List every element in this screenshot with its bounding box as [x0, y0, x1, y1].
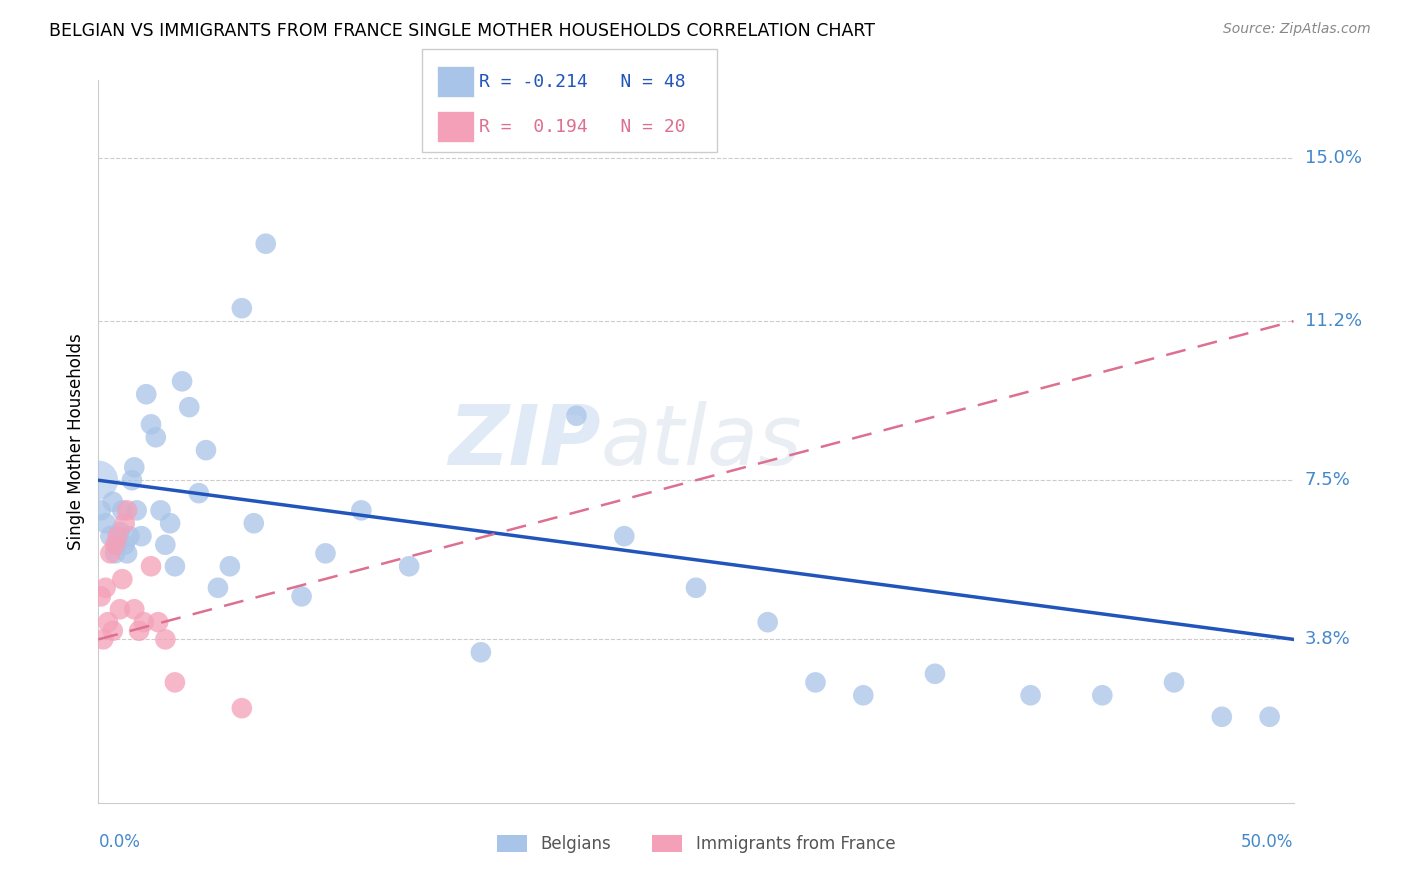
Point: [1258, 710, 1281, 724]
Point: [685, 581, 707, 595]
Point: [115, 546, 138, 560]
Point: [104, 538, 127, 552]
Point: [108, 602, 131, 616]
Point: [97, 615, 120, 630]
Point: [94, 516, 117, 531]
Point: [124, 460, 146, 475]
Point: [139, 559, 162, 574]
Point: [1091, 688, 1114, 702]
Point: [101, 494, 124, 508]
Point: [98, 546, 122, 560]
Point: [470, 645, 492, 659]
Point: [756, 615, 779, 630]
Point: [87, 473, 110, 487]
Text: 50.0%: 50.0%: [1241, 833, 1294, 851]
Point: [243, 516, 266, 531]
Point: [131, 529, 153, 543]
Point: [114, 516, 136, 531]
Point: [118, 529, 141, 543]
Point: [195, 443, 218, 458]
Point: [163, 559, 186, 574]
Point: [207, 581, 229, 595]
Point: [179, 400, 201, 414]
Point: [231, 301, 253, 316]
Legend: Belgians, Immigrants from France: Belgians, Immigrants from France: [489, 828, 903, 860]
Point: [128, 624, 150, 638]
Point: [148, 615, 170, 630]
Text: R = -0.214   N = 48: R = -0.214 N = 48: [479, 72, 686, 91]
Point: [155, 538, 177, 552]
Y-axis label: Single Mother Households: Single Mother Households: [66, 334, 84, 549]
Point: [1019, 688, 1042, 702]
Point: [159, 516, 181, 531]
Point: [565, 409, 588, 423]
Point: [1163, 675, 1185, 690]
Text: 15.0%: 15.0%: [1305, 149, 1361, 167]
Point: [94, 581, 117, 595]
Point: [125, 503, 148, 517]
Point: [145, 430, 167, 444]
Point: [101, 624, 124, 638]
Point: [124, 602, 146, 616]
Text: atlas: atlas: [600, 401, 801, 482]
Point: [104, 546, 127, 560]
Point: [132, 615, 155, 630]
Text: 11.2%: 11.2%: [1305, 312, 1362, 330]
Point: [108, 524, 131, 539]
Point: [254, 236, 277, 251]
Point: [613, 529, 636, 543]
Point: [172, 375, 194, 389]
Point: [139, 417, 162, 432]
Text: ZIP: ZIP: [447, 401, 600, 482]
Point: [187, 486, 209, 500]
Point: [924, 666, 946, 681]
Text: Source: ZipAtlas.com: Source: ZipAtlas.com: [1223, 22, 1371, 37]
Text: BELGIAN VS IMMIGRANTS FROM FRANCE SINGLE MOTHER HOUSEHOLDS CORRELATION CHART: BELGIAN VS IMMIGRANTS FROM FRANCE SINGLE…: [49, 22, 875, 40]
Point: [98, 529, 122, 543]
Text: 3.8%: 3.8%: [1305, 631, 1350, 648]
Point: [291, 590, 314, 604]
Point: [107, 529, 129, 543]
Point: [115, 503, 138, 517]
Point: [90, 503, 112, 517]
Text: 0.0%: 0.0%: [98, 833, 141, 851]
Point: [90, 590, 112, 604]
Point: [398, 559, 420, 574]
Point: [107, 538, 129, 552]
Point: [163, 675, 186, 690]
Point: [111, 572, 134, 586]
Point: [804, 675, 827, 690]
Point: [350, 503, 373, 517]
Point: [114, 538, 136, 552]
Point: [852, 688, 875, 702]
Point: [91, 632, 114, 647]
Point: [1211, 710, 1233, 724]
Point: [231, 701, 253, 715]
Text: R =  0.194   N = 20: R = 0.194 N = 20: [479, 118, 686, 136]
Point: [121, 473, 143, 487]
Point: [315, 546, 337, 560]
Text: 7.5%: 7.5%: [1305, 471, 1351, 489]
Point: [149, 503, 172, 517]
Point: [219, 559, 242, 574]
Point: [155, 632, 177, 647]
Point: [111, 503, 134, 517]
Point: [135, 387, 157, 401]
